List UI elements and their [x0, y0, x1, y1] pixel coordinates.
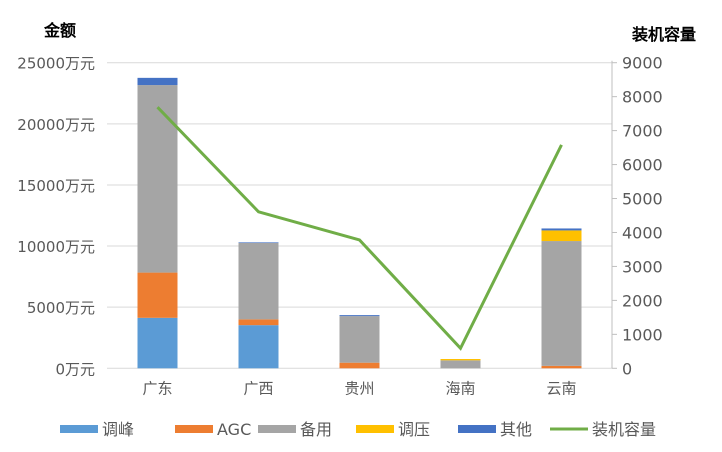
y2-tick-label: 6000	[622, 156, 663, 175]
y-tick-label: 20000万元	[17, 116, 95, 134]
bar-其他-广西	[238, 242, 279, 244]
legend-swatch	[458, 425, 496, 433]
bar-其他-云南	[541, 228, 582, 231]
bar-调压-海南	[440, 359, 481, 361]
x-tick-label: 广东	[142, 379, 172, 397]
y2-tick-label: 0	[622, 359, 632, 378]
y2-tick-label: 4000	[622, 223, 663, 242]
bar-备用-广东	[137, 85, 178, 273]
y-tick-label: 25000万元	[17, 55, 95, 73]
legend-swatch	[356, 425, 394, 433]
legend-label: 装机容量	[592, 420, 656, 439]
y2-tick-label: 7000	[622, 122, 663, 141]
bar-AGC-云南	[541, 365, 582, 369]
bar-调峰-广西	[238, 325, 279, 369]
y-tick-label: 5000万元	[27, 299, 95, 317]
legend-label: AGC	[217, 420, 251, 439]
x-tick-label: 广西	[243, 379, 273, 397]
y2-axis-title: 装机容量	[631, 25, 696, 44]
legend-label: 调压	[398, 420, 430, 439]
x-tick-label: 云南	[546, 379, 576, 397]
legend-swatch	[258, 425, 296, 433]
y2-tick-label: 5000	[622, 190, 663, 209]
line-series	[156, 106, 563, 351]
legend-swatch	[60, 425, 98, 433]
y2-tick-label: 9000	[622, 54, 663, 73]
y-tick-label: 0万元	[55, 360, 95, 378]
bar-备用-云南	[541, 241, 582, 366]
bar-备用-广西	[238, 243, 279, 320]
y2-tick-label: 1000	[622, 325, 663, 344]
bar-AGC-广西	[238, 319, 279, 326]
y-axis-title: 金额	[43, 21, 76, 40]
legend-swatch	[175, 425, 213, 433]
bar-AGC-广东	[137, 272, 178, 318]
bar-调压-云南	[541, 230, 582, 242]
bar-其他-广东	[137, 77, 178, 86]
bar-调峰-广东	[137, 317, 178, 369]
bar-AGC-贵州	[339, 362, 380, 369]
y2-tick-label: 3000	[622, 257, 663, 276]
y-tick-label: 15000万元	[17, 177, 95, 195]
bar-备用-海南	[440, 360, 481, 369]
y-tick-label: 10000万元	[17, 238, 95, 256]
y2-tick-label: 8000	[622, 88, 663, 107]
y2-tick-label: 2000	[622, 291, 663, 310]
legend-label: 调峰	[102, 420, 134, 439]
bar-其他-贵州	[339, 315, 380, 317]
legend-label: 备用	[300, 420, 332, 439]
legend-label: 其他	[500, 420, 532, 439]
x-tick-label: 贵州	[344, 379, 374, 397]
bar-备用-贵州	[339, 316, 380, 363]
x-tick-label: 海南	[445, 379, 475, 397]
